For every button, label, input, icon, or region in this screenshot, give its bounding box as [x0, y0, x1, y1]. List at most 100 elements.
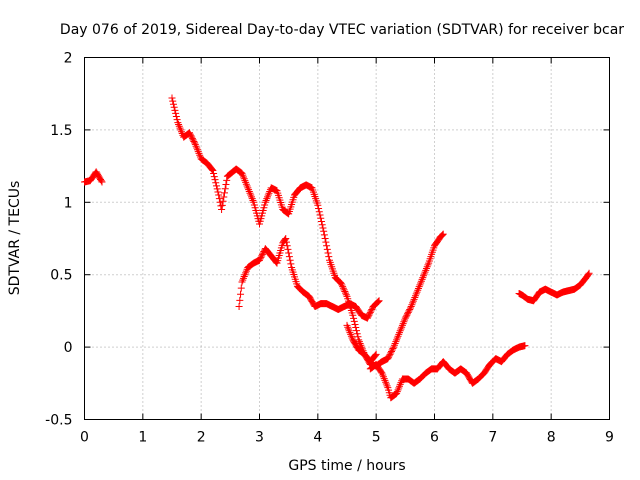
data-point: [351, 320, 359, 328]
data-point: [237, 290, 245, 298]
data-point: [172, 113, 180, 121]
data-point: [348, 334, 356, 342]
x-tick-label: 0: [80, 430, 89, 446]
axis-ticks: [84, 57, 610, 420]
data-point: [417, 279, 425, 287]
data-point: [98, 178, 106, 186]
plot-area-frame: [84, 57, 610, 420]
data-point: [439, 230, 447, 238]
data-point: [246, 189, 254, 197]
data-point: [347, 332, 355, 340]
data-point: [239, 274, 247, 282]
data-point: [212, 182, 220, 190]
data-point: [397, 325, 405, 333]
data-point: [242, 269, 250, 277]
data-point: [394, 386, 402, 394]
data-point: [321, 235, 329, 242]
data-point: [175, 122, 183, 130]
data-point: [422, 266, 430, 274]
data-point: [392, 338, 400, 346]
data-point: [168, 94, 176, 102]
data-point: [188, 135, 196, 143]
data-point: [285, 249, 293, 257]
data-point: [386, 350, 394, 358]
y-tick-label: 0: [64, 340, 73, 356]
data-point: [208, 166, 216, 174]
data-point: [521, 342, 529, 350]
data-point: [375, 297, 383, 305]
data-point: [239, 173, 247, 181]
data-point: [187, 132, 195, 140]
data-point: [245, 187, 253, 195]
chart-title: Day 076 of 2019, Sidereal Day-to-day VTE…: [60, 22, 624, 38]
data-point: [282, 238, 290, 246]
data-point: [196, 151, 204, 159]
data-point: [349, 311, 357, 319]
data-point: [258, 252, 266, 260]
data-point: [223, 176, 231, 184]
data-point: [325, 253, 333, 261]
data-point: [207, 165, 215, 173]
data-point: [190, 137, 198, 145]
data-point: [324, 249, 332, 257]
data-point: [242, 178, 250, 186]
data-point: [215, 191, 223, 199]
data-point: [384, 355, 392, 363]
series-sat-c: [235, 235, 383, 322]
data-point: [319, 224, 327, 232]
data-point: [186, 130, 194, 138]
data-point: [174, 119, 182, 127]
data-point: [221, 189, 228, 197]
data-point: [248, 195, 256, 203]
series-sat-d: [343, 230, 447, 370]
data-point: [220, 193, 228, 201]
data-point: [408, 301, 416, 309]
data-point: [418, 275, 426, 283]
data-point: [412, 290, 420, 298]
data-point: [322, 238, 330, 246]
data-point: [398, 321, 406, 329]
data-point: [285, 253, 293, 261]
data-point: [364, 313, 372, 321]
data-point: [367, 307, 375, 315]
data-point: [397, 379, 405, 387]
data-point: [211, 176, 219, 184]
data-point: [366, 310, 374, 318]
x-axis-title: GPS time / hours: [288, 458, 405, 474]
data-point: [236, 296, 244, 304]
data-point: [371, 351, 379, 359]
data-point: [363, 314, 371, 322]
data-point: [396, 382, 403, 390]
data-point: [393, 389, 401, 397]
series-sat-a: [81, 168, 106, 186]
data-point: [341, 288, 349, 296]
data-point: [403, 311, 411, 319]
x-tick-label: 4: [313, 430, 322, 446]
data-point: [438, 232, 446, 240]
data-point: [366, 308, 374, 316]
data-point: [242, 267, 250, 275]
data-point: [337, 279, 345, 287]
y-tick-label: 2: [64, 51, 73, 67]
data-point: [320, 231, 328, 239]
data-point: [396, 327, 404, 335]
data-point: [210, 173, 218, 181]
data-point: [354, 333, 362, 341]
data-point: [404, 310, 412, 318]
data-point: [346, 329, 354, 337]
data-point: [239, 171, 247, 179]
data-point: [374, 297, 382, 305]
x-tick-label: 5: [372, 430, 381, 446]
data-point: [385, 353, 393, 361]
data-point: [221, 185, 229, 193]
data-point: [347, 330, 355, 338]
data-point: [244, 184, 252, 192]
data-point: [383, 382, 391, 390]
data-point: [352, 327, 360, 335]
data-point: [402, 313, 410, 321]
data-point: [172, 109, 180, 117]
y-tick-label: 1: [64, 195, 73, 211]
data-point: [258, 250, 266, 258]
data-point: [382, 380, 390, 388]
data-point: [176, 124, 184, 132]
